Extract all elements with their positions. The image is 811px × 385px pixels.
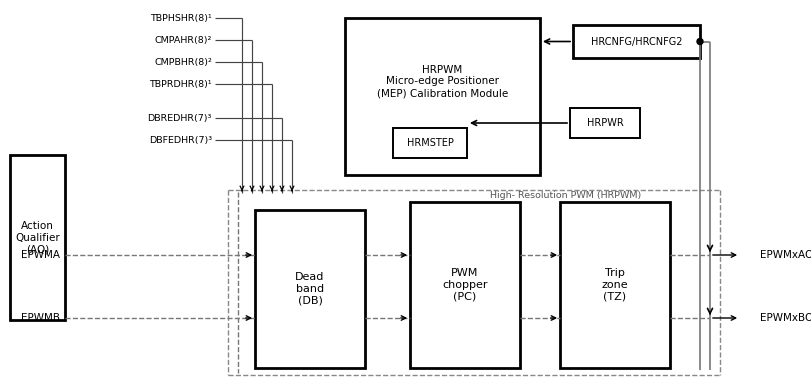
- Circle shape: [697, 38, 703, 45]
- Bar: [570, 108, 640, 138]
- Text: Dead
band
(DB): Dead band (DB): [295, 273, 324, 306]
- Text: High- Resolution PWM (HRPWM): High- Resolution PWM (HRPWM): [490, 191, 642, 199]
- Bar: [345, 18, 540, 175]
- Text: HRMSTEP: HRMSTEP: [406, 138, 453, 148]
- Text: PWM
chopper
(PC): PWM chopper (PC): [442, 268, 487, 301]
- Text: EPWMxAO: EPWMxAO: [760, 250, 811, 260]
- Bar: [393, 128, 467, 158]
- Text: HRCNFG/HRCNFG2: HRCNFG/HRCNFG2: [590, 37, 682, 47]
- Text: Trip
zone
(TZ): Trip zone (TZ): [602, 268, 629, 301]
- Text: CMPAHR(8)²: CMPAHR(8)²: [155, 35, 212, 45]
- Text: HRPWR: HRPWR: [586, 118, 624, 128]
- Text: HRPWM
Micro-edge Positioner
(MEP) Calibration Module: HRPWM Micro-edge Positioner (MEP) Calibr…: [377, 65, 508, 98]
- Bar: [10, 155, 65, 320]
- Bar: [410, 202, 520, 368]
- Text: EPWMB: EPWMB: [21, 313, 60, 323]
- Text: DBREDHR(7)³: DBREDHR(7)³: [148, 114, 212, 122]
- Text: EPWMA: EPWMA: [21, 250, 60, 260]
- Text: TBPHSHR(8)¹: TBPHSHR(8)¹: [150, 13, 212, 22]
- Bar: [573, 25, 700, 58]
- Text: EPWMxBO: EPWMxBO: [760, 313, 811, 323]
- Bar: [560, 202, 670, 368]
- Bar: [255, 210, 365, 368]
- Text: DBFEDHR(7)³: DBFEDHR(7)³: [149, 136, 212, 144]
- Text: CMPBHR(8)²: CMPBHR(8)²: [154, 57, 212, 67]
- Text: TBPRDHR(8)¹: TBPRDHR(8)¹: [149, 79, 212, 89]
- Text: Action
Qualifier
(AQ): Action Qualifier (AQ): [15, 221, 60, 254]
